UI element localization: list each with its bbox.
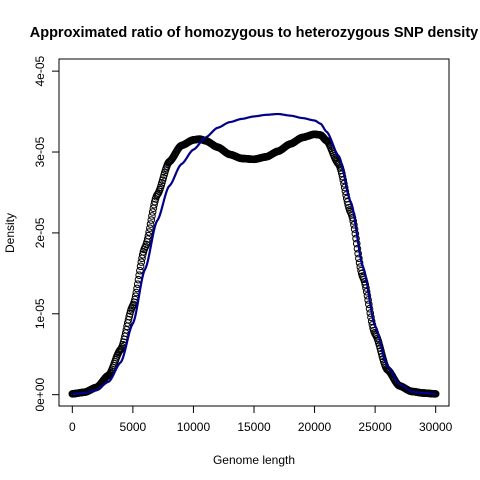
y-axis: 0e+00 1e-05 2e-05 3e-05 4e-05 xyxy=(33,55,60,412)
data-point xyxy=(148,212,156,220)
x-tick-label: 15000 xyxy=(237,420,271,434)
x-tick-label: 30000 xyxy=(419,420,453,434)
data-point xyxy=(361,280,370,289)
y-axis-label: Density xyxy=(3,213,17,253)
y-tick-label: 0e+00 xyxy=(33,377,47,411)
data-point xyxy=(340,183,349,192)
x-tick-label: 20000 xyxy=(298,420,332,434)
data-point xyxy=(362,284,370,292)
data-point xyxy=(144,231,153,240)
x-axis: 0 5000 10000 15000 20000 25000 30000 xyxy=(69,405,453,434)
data-point xyxy=(143,235,152,243)
data-point xyxy=(338,172,347,181)
data-point xyxy=(150,200,158,209)
data-point xyxy=(145,228,153,236)
data-point xyxy=(136,262,145,271)
y-tick-label: 2e-05 xyxy=(33,217,47,248)
x-tick-label: 10000 xyxy=(177,420,211,434)
data-point xyxy=(146,224,154,232)
data-point xyxy=(350,221,358,229)
data-point xyxy=(137,258,146,266)
data-point xyxy=(138,251,147,259)
data-point xyxy=(349,217,357,225)
data-point xyxy=(341,187,350,196)
density-line xyxy=(72,112,436,395)
y-tick-label: 3e-05 xyxy=(33,136,47,167)
y-tick-label: 4e-05 xyxy=(33,55,47,86)
x-tick-label: 5000 xyxy=(120,420,147,434)
y-tick-label: 1e-05 xyxy=(33,298,47,329)
x-axis-label: Genome length xyxy=(213,453,295,467)
data-point xyxy=(339,176,348,184)
data-point xyxy=(146,220,155,228)
data-point xyxy=(148,208,157,216)
x-tick-label: 0 xyxy=(69,420,76,434)
points-series xyxy=(68,130,440,398)
data-point xyxy=(348,213,357,222)
series-layer xyxy=(68,112,440,398)
data-point xyxy=(125,312,134,321)
x-tick-label: 25000 xyxy=(358,420,392,434)
data-point xyxy=(340,179,348,188)
data-point xyxy=(147,216,156,224)
data-point xyxy=(355,254,363,263)
chart-title: Approximated ratio of homozygous to hete… xyxy=(30,25,478,41)
data-point xyxy=(355,259,364,267)
